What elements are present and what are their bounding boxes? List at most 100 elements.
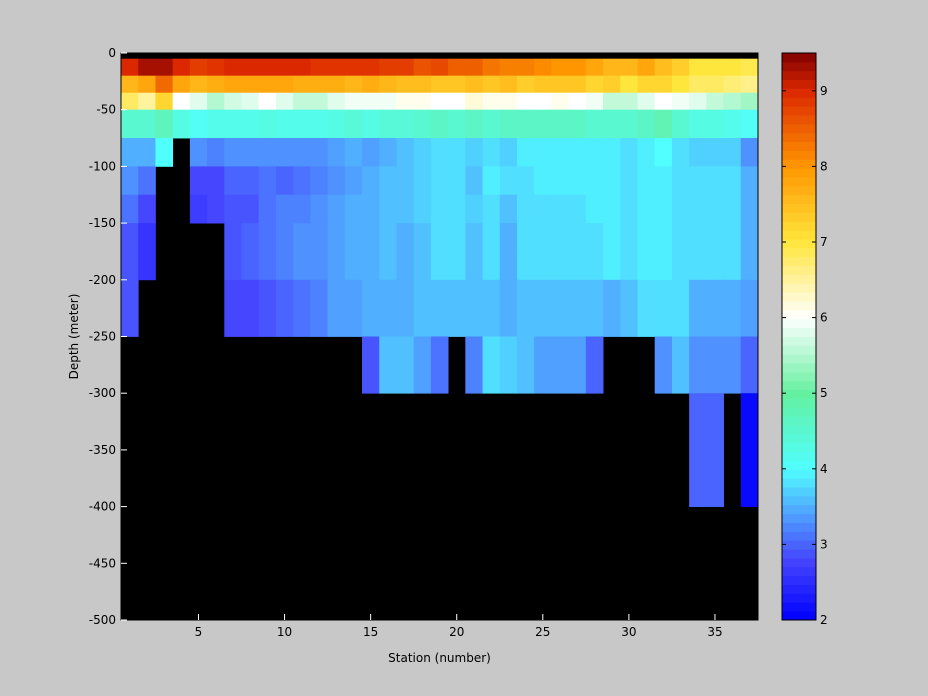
heatmap-cell bbox=[121, 138, 139, 167]
heatmap-cell bbox=[482, 75, 501, 94]
colorbar-cells bbox=[782, 53, 816, 621]
heatmap-cell bbox=[207, 138, 225, 167]
heatmap-cell bbox=[482, 92, 501, 111]
heatmap-cell bbox=[275, 138, 294, 167]
heatmap-cell bbox=[551, 279, 570, 337]
heatmap-cell bbox=[551, 92, 570, 111]
heatmap-cell bbox=[379, 336, 397, 394]
heatmap-cell bbox=[585, 251, 604, 281]
heatmap-cell bbox=[706, 166, 724, 196]
heatmap-cell bbox=[207, 75, 225, 94]
heatmap-cell bbox=[362, 75, 380, 94]
heatmap-cell bbox=[293, 166, 311, 196]
heatmap-cell bbox=[396, 75, 415, 94]
colorbar-cell bbox=[782, 106, 816, 116]
heatmap-cell bbox=[275, 109, 294, 139]
heatmap-cell bbox=[396, 279, 415, 337]
heatmap-cell bbox=[430, 279, 449, 337]
heatmap-cell bbox=[172, 58, 191, 77]
heatmap-cell bbox=[671, 109, 690, 139]
colorbar-cell bbox=[782, 584, 816, 594]
heatmap-cell bbox=[706, 223, 724, 252]
heatmap-cell bbox=[310, 166, 328, 196]
heatmap-cell bbox=[689, 279, 707, 337]
heatmap-cell bbox=[396, 336, 415, 394]
heatmap-cell bbox=[327, 109, 346, 139]
heatmap-cell bbox=[585, 223, 604, 252]
heatmap-cell bbox=[465, 138, 483, 167]
heatmap-cell bbox=[379, 279, 397, 337]
y-tick-label: -350 bbox=[89, 443, 116, 457]
heatmap-cell bbox=[310, 138, 328, 167]
heatmap-cell bbox=[138, 194, 156, 224]
heatmap-cell bbox=[706, 251, 724, 281]
colorbar-cell bbox=[782, 540, 816, 550]
heatmap-cell bbox=[396, 58, 415, 77]
colorbar-cell bbox=[782, 194, 816, 205]
heatmap-cell bbox=[138, 92, 156, 111]
heatmap-cell bbox=[224, 138, 242, 167]
colorbar-cell bbox=[782, 61, 816, 72]
heatmap-cell bbox=[258, 194, 277, 224]
colorbar-cell bbox=[782, 557, 816, 568]
heatmap-cell bbox=[603, 166, 621, 196]
heatmap-cell bbox=[189, 92, 208, 111]
heatmap-cell bbox=[258, 92, 277, 111]
heatmap-cell bbox=[258, 223, 277, 252]
heatmap-cell bbox=[620, 223, 638, 252]
heatmap-cell bbox=[379, 109, 397, 139]
heatmap-cell bbox=[637, 194, 656, 224]
heatmap-cell bbox=[637, 166, 656, 196]
heatmap-cell bbox=[637, 58, 656, 77]
heatmap-cell bbox=[155, 92, 174, 111]
heatmap-cell bbox=[740, 58, 759, 77]
heatmap-cell bbox=[689, 166, 707, 196]
colorbar-cell bbox=[782, 566, 816, 577]
heatmap-cell bbox=[293, 279, 311, 337]
heatmap-cell bbox=[396, 138, 415, 167]
heatmap-cell bbox=[138, 75, 156, 94]
heatmap-cell bbox=[740, 194, 759, 224]
colorbar-cell bbox=[782, 97, 816, 107]
y-tick-label: -150 bbox=[89, 216, 116, 230]
heatmap-cell bbox=[344, 138, 363, 167]
heatmap-cell bbox=[275, 194, 294, 224]
heatmap-cell bbox=[706, 279, 724, 337]
heatmap-cell bbox=[189, 166, 208, 196]
heatmap-cell bbox=[258, 138, 277, 167]
heatmap-cell bbox=[138, 251, 156, 281]
heatmap-cell bbox=[603, 92, 621, 111]
colorbar-tick-label: 6 bbox=[820, 311, 828, 325]
heatmap-cell bbox=[671, 336, 690, 394]
heatmap-cell bbox=[706, 92, 724, 111]
heatmap-cell bbox=[499, 279, 518, 337]
heatmap-cell bbox=[551, 58, 570, 77]
heatmap-cell bbox=[241, 194, 260, 224]
heatmap-cell bbox=[568, 58, 587, 77]
heatmap-cell bbox=[706, 393, 724, 507]
heatmap-cell bbox=[706, 336, 724, 394]
colorbar-cell bbox=[782, 602, 816, 612]
colorbar-cell bbox=[782, 230, 816, 240]
heatmap-cell bbox=[654, 279, 673, 337]
colorbar-cell bbox=[782, 327, 816, 337]
heatmap-cell bbox=[327, 194, 346, 224]
heatmap-cell bbox=[258, 75, 277, 94]
heatmap-cell bbox=[637, 75, 656, 94]
heatmap-cell bbox=[327, 92, 346, 111]
colorbar-cell bbox=[782, 256, 816, 267]
colorbar-cell bbox=[782, 433, 816, 444]
heatmap-cell bbox=[620, 279, 638, 337]
heatmap-cell bbox=[155, 75, 174, 94]
heatmap-cell bbox=[379, 138, 397, 167]
heatmap-cell bbox=[516, 58, 535, 77]
heatmap-cell bbox=[482, 194, 501, 224]
heatmap-cell bbox=[344, 223, 363, 252]
heatmap-cell bbox=[344, 194, 363, 224]
heatmap-cell bbox=[310, 75, 328, 94]
colorbar-cell bbox=[782, 478, 816, 488]
heatmap-cell bbox=[671, 92, 690, 111]
heatmap-cell bbox=[310, 279, 328, 337]
heatmap-cell bbox=[465, 336, 483, 394]
heatmap-cell bbox=[275, 223, 294, 252]
